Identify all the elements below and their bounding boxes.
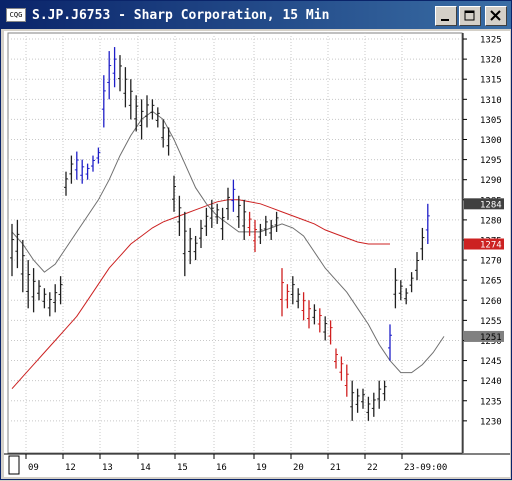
maximize-icon	[464, 10, 475, 21]
y-tick-label: 1280	[480, 216, 502, 226]
y-tick-label: 1295	[480, 156, 502, 166]
y-tick-label: 1250	[480, 337, 502, 347]
x-tick-label: 21	[330, 463, 341, 473]
y-tick-label: 1265	[480, 277, 502, 287]
price-marker-box	[464, 198, 504, 210]
x-tick-label: 19	[256, 463, 267, 473]
y-tick-label: 1290	[480, 176, 502, 186]
y-tick-label: 1235	[480, 397, 502, 407]
title-bar[interactable]: CQG S.JP.J6753 - Sharp Corporation, 15 M…	[1, 1, 511, 29]
y-tick-label: 1305	[480, 116, 502, 126]
window-title: S.JP.J6753 - Sharp Corporation, 15 Min	[32, 7, 330, 23]
y-tick-label: 1230	[480, 417, 502, 427]
minimize-button[interactable]	[435, 6, 457, 26]
price-marker-label: 1274	[480, 241, 502, 251]
price-marker-label: 1284	[480, 200, 502, 210]
plot-frame	[7, 32, 463, 454]
x-tick-label: 12	[65, 463, 76, 473]
close-icon	[490, 10, 501, 21]
scroll-handle	[8, 455, 20, 475]
y-tick-label: 1245	[480, 357, 502, 367]
price-marker-box	[464, 238, 504, 250]
short-moving-average-line	[11, 110, 445, 374]
y-tick-label: 1315	[480, 76, 502, 86]
x-tick-label: 16	[216, 463, 227, 473]
y-tick-label: 1300	[480, 136, 502, 146]
price-chart[interactable]: 1230123512401245125012551260126512701275…	[4, 31, 510, 477]
y-tick-label: 1240	[480, 377, 502, 387]
price-marker-label: 1251	[480, 333, 502, 343]
x-tick-label: 09	[28, 463, 39, 473]
chart-area[interactable]: 1230123512401245125012551260126512701275…	[4, 31, 510, 477]
price-marker-box	[464, 330, 504, 342]
x-tick-label: 22	[367, 463, 378, 473]
x-tick-label: 13	[102, 463, 113, 473]
x-tick-label: 14	[140, 463, 151, 473]
y-tick-label: 1310	[480, 96, 502, 106]
app-icon[interactable]: CQG	[6, 8, 26, 22]
x-tick-label: 20	[293, 463, 304, 473]
y-tick-label: 1325	[480, 36, 502, 46]
x-tick-label: 23-09:00	[404, 463, 447, 473]
minimize-icon	[441, 19, 449, 21]
y-tick-label: 1260	[480, 297, 502, 307]
x-tick-label: 15	[177, 463, 188, 473]
long-moving-average-line	[11, 199, 390, 390]
close-button[interactable]	[485, 6, 507, 26]
maximize-button[interactable]	[459, 6, 481, 26]
y-tick-label: 1270	[480, 257, 502, 267]
y-tick-label: 1320	[480, 56, 502, 66]
x-axis-strip	[4, 454, 510, 477]
y-tick-label: 1255	[480, 317, 502, 327]
